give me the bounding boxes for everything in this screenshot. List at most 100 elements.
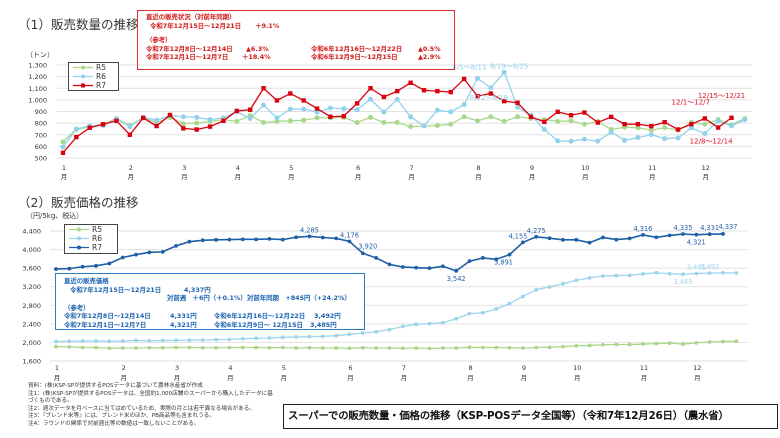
y-tick-label: 3,600 xyxy=(22,265,41,273)
note-2: 注2：週次データを月ベースに当てはめているため、実際の月とは若干異なる場合がある… xyxy=(28,405,255,412)
data-point-R6 xyxy=(94,339,98,343)
data-point-R6 xyxy=(314,109,320,115)
x-tick-label: 8 xyxy=(468,364,472,372)
data-label: 3,485 xyxy=(687,263,706,271)
data-point-R7 xyxy=(60,150,66,155)
annotation-label: 8/12～8/18 xyxy=(470,94,508,102)
y-tick-label: 2,000 xyxy=(22,339,41,347)
data-point-R7 xyxy=(381,94,387,100)
data-point-R5 xyxy=(694,340,699,345)
data-point-R5 xyxy=(180,121,186,127)
data-point-R5 xyxy=(587,343,592,348)
data-point-R7 xyxy=(274,98,280,103)
data-point-R5 xyxy=(568,118,574,124)
data-point-R6 xyxy=(307,334,312,339)
data-point-R7 xyxy=(334,236,339,241)
data-point-R6 xyxy=(54,339,58,344)
x-tick-label: 10 xyxy=(573,364,581,372)
data-point-R7 xyxy=(280,237,285,242)
data-point-R5 xyxy=(440,346,445,350)
footer-title: スーパーでの販売数量・価格の推移（KSP-POSデータ全国等）（令和7年12月2… xyxy=(283,404,778,429)
x-tick-label: 9 xyxy=(530,164,534,172)
data-label: 4,316 xyxy=(634,225,653,233)
data-point-R6 xyxy=(227,337,232,342)
ref-prev-price: 3,485円 xyxy=(310,320,337,329)
data-point-R6 xyxy=(160,338,165,343)
data-point-R5 xyxy=(667,341,672,346)
ref-change: ▲6.3% xyxy=(246,44,269,53)
data-point-R5 xyxy=(394,120,400,126)
data-point-R5 xyxy=(387,346,392,350)
annotation-label: 12/15～12/21 xyxy=(698,92,745,100)
x-tick-suffix: 月 xyxy=(281,374,288,382)
data-point-R5 xyxy=(134,346,138,350)
data-point-R7 xyxy=(374,256,379,260)
year-over-year: 対前年同期 +845円（+24.2%） xyxy=(247,294,351,303)
legend-item-R6: R6 xyxy=(69,72,118,81)
data-point-R5 xyxy=(227,345,232,350)
data-point-R7 xyxy=(534,234,539,239)
data-point-R7 xyxy=(200,238,205,243)
y-tick-label: 1,100 xyxy=(28,85,47,93)
annotation-label: 8/5～8/11 xyxy=(452,63,486,71)
x-tick-suffix: 月 xyxy=(703,173,710,181)
legend-label: R6 xyxy=(96,72,106,81)
data-point-R6 xyxy=(73,126,79,132)
data-point-R7 xyxy=(368,86,373,91)
data-point-R7 xyxy=(488,91,494,96)
data-point-R5 xyxy=(334,346,339,350)
legend-label: R5 xyxy=(92,225,102,234)
data-point-R7 xyxy=(87,125,92,130)
data-point-R5 xyxy=(654,341,659,346)
x-tick-label: 9 xyxy=(522,364,526,372)
data-point-R6 xyxy=(568,138,574,144)
legend-marker-icon xyxy=(73,65,93,70)
data-point-R7 xyxy=(154,123,159,129)
legend-marker-icon xyxy=(69,245,89,250)
data-point-R6 xyxy=(734,271,739,275)
data-point-R6 xyxy=(381,109,387,115)
data-point-R6 xyxy=(107,339,112,344)
data-point-R7 xyxy=(294,235,299,240)
data-point-R6 xyxy=(400,324,405,329)
data-point-R7 xyxy=(307,234,312,239)
data-point-R6 xyxy=(675,135,681,141)
data-point-R6 xyxy=(681,272,685,277)
data-point-R7 xyxy=(234,108,240,114)
section2-title: （2）販売価格の推移 xyxy=(18,195,139,210)
data-point-R7 xyxy=(67,266,72,271)
data-point-R7 xyxy=(689,121,694,127)
data-point-R5 xyxy=(601,342,605,347)
data-point-R5 xyxy=(187,345,192,350)
data-label: 4,155 xyxy=(508,232,527,240)
data-point-R6 xyxy=(214,337,218,342)
data-point-R7 xyxy=(207,124,213,129)
x-tick-suffix: 月 xyxy=(128,173,135,181)
data-point-R6 xyxy=(180,114,186,120)
data-point-R7 xyxy=(400,265,405,269)
data-point-R6 xyxy=(134,338,138,343)
data-point-R6 xyxy=(702,131,708,137)
data-point-R7 xyxy=(435,88,440,94)
data-point-R7 xyxy=(440,264,445,269)
data-point-R6 xyxy=(555,138,561,144)
data-point-R5 xyxy=(267,345,272,350)
data-point-R5 xyxy=(107,346,112,351)
data-point-R6 xyxy=(547,285,552,289)
data-point-R5 xyxy=(494,345,499,350)
legend-marker-icon xyxy=(73,74,93,79)
series-line-R6 xyxy=(62,71,746,148)
section1-title: （1）販売数量の推移 xyxy=(18,17,139,32)
data-point-R6 xyxy=(729,123,734,129)
latest-period: 令和7年12月15日～12月21日 xyxy=(150,21,242,30)
data-point-R5 xyxy=(515,114,521,120)
data-point-R5 xyxy=(474,118,480,124)
data-label: 3,920 xyxy=(358,242,377,250)
data-point-R6 xyxy=(347,332,352,337)
latest-change: ＋9.1% xyxy=(255,21,280,30)
data-point-R5 xyxy=(721,339,725,344)
data-point-R7 xyxy=(555,109,560,115)
data-point-R5 xyxy=(234,118,240,124)
ref-prev-change: ▲0.5% xyxy=(418,44,441,53)
data-point-R6 xyxy=(627,273,632,278)
